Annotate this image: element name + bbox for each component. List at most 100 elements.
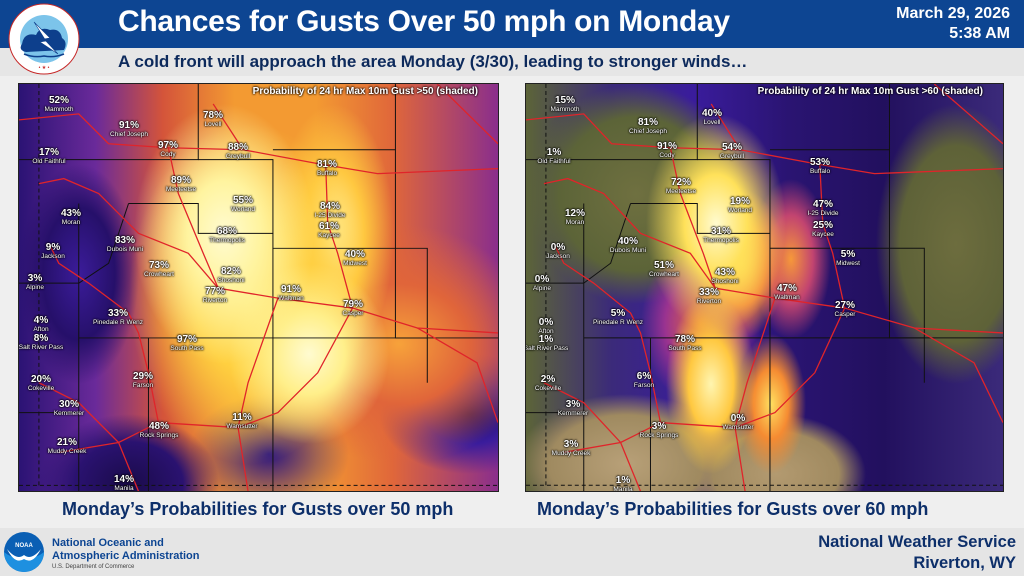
station-probability: 48%: [148, 421, 169, 432]
caption-gust-50mph: Monday’s Probabilities for Gusts over 50…: [62, 499, 454, 519]
station-label: 91% Chief Joseph: [110, 121, 148, 139]
station-label: 43% Shoshoni: [711, 268, 738, 286]
station-label: 21% Muddy Creek: [48, 438, 87, 456]
station-label: 40% Lovell: [702, 109, 722, 127]
station-name: South Pass: [170, 345, 204, 352]
station-probability: 4%: [33, 315, 49, 326]
station-probability: 0%: [534, 274, 550, 285]
station-label: 3% Rock Springs: [640, 422, 679, 440]
station-probability: 30%: [58, 399, 79, 410]
station-name: Old Faithful: [32, 158, 66, 165]
station-name: Manila: [114, 485, 134, 492]
station-probability: 5%: [840, 249, 856, 260]
station-name: Mammoth: [550, 106, 580, 113]
station-probability: 33%: [107, 308, 129, 319]
station-label: 97% Cody: [158, 141, 178, 159]
station-name: Cody: [160, 151, 176, 158]
station-name: Shoshoni: [711, 278, 739, 285]
station-name: Dubois Muni: [609, 247, 647, 254]
station-label: 47% Waltman: [774, 284, 799, 302]
station-label: 8% Salt River Pass: [19, 334, 63, 352]
station-name: Buffalo: [316, 170, 338, 177]
station-label: 30% Kemmerer: [54, 400, 84, 418]
station-name: Kemmerer: [557, 410, 589, 417]
issued-time: 5:38 AM: [949, 25, 1010, 42]
station-probability: 11%: [232, 412, 252, 423]
station-label: 6% Farson: [634, 372, 654, 390]
station-name: Greybull: [225, 153, 251, 160]
station-name: Thermopolis: [703, 237, 739, 244]
station-label: 55% Worland: [231, 196, 255, 214]
station-name: Waltman: [278, 295, 304, 302]
station-probability: 1%: [615, 475, 631, 486]
station-name: Waltman: [774, 294, 800, 301]
office-name: National Weather Service Riverton, WY: [818, 532, 1016, 574]
station-label: 78% South Pass: [668, 335, 701, 353]
station-label: 1% Manila: [613, 476, 632, 492]
station-name: Lovell: [204, 121, 222, 128]
station-label: 19% Worland: [728, 197, 752, 215]
station-probability: 89%: [170, 175, 192, 186]
station-probability: 19%: [729, 196, 750, 207]
station-label: 84% I-25 Divide: [314, 202, 345, 220]
station-probability: 81%: [316, 159, 337, 170]
station-name: Thermopolis: [209, 237, 245, 244]
station-probability: 12%: [564, 208, 586, 219]
station-probability: 91%: [118, 120, 140, 131]
header-bar: [0, 0, 1024, 48]
noaa-name-line2: Atmospheric Administration: [52, 550, 200, 562]
station-name: Riverton: [202, 297, 228, 304]
station-probability: 97%: [176, 334, 197, 345]
station-label: 81% Buffalo: [317, 160, 337, 178]
station-probability: 84%: [319, 201, 341, 212]
noaa-department: U.S. Department of Commerce: [52, 564, 135, 570]
station-label: 81% Chief Joseph: [629, 118, 667, 136]
station-name: Crowheart: [649, 271, 679, 278]
station-probability: 79%: [342, 299, 363, 310]
station-label: 78% Lovell: [203, 111, 223, 129]
station-label: 52% Mammoth: [45, 96, 74, 114]
station-label: 82% Shoshoni: [217, 267, 244, 285]
station-label: 33% Riverton: [697, 288, 721, 306]
station-probability: 8%: [33, 333, 49, 344]
station-probability: 78%: [674, 334, 695, 345]
station-label: 0% Alpine: [533, 275, 551, 293]
station-name: South Pass: [668, 345, 702, 352]
station-name: Alpine: [25, 284, 45, 291]
station-name: Alpine: [532, 285, 552, 292]
map-gust-60mph: Probability of 24 hr Max 10m Gust >60 (s…: [525, 83, 1004, 492]
station-label: 27% Casper: [835, 301, 856, 319]
station-name: Moran: [565, 219, 585, 226]
footer-bar: [0, 528, 1024, 576]
station-probability: 77%: [204, 286, 225, 297]
station-label: 73% Crowheart: [144, 261, 174, 279]
station-probability: 97%: [157, 140, 179, 151]
station-label: 1% Salt River Pass: [526, 335, 568, 353]
station-label: 54% Greybull: [720, 143, 744, 161]
station-probability: 29%: [132, 371, 154, 382]
nws-logo-icon: • ★ •: [8, 3, 80, 75]
station-label: 89% Meeteetse: [166, 176, 196, 194]
station-label: 97% South Pass: [170, 335, 203, 353]
station-label: 15% Mammoth: [551, 96, 580, 114]
station-name: Chief Joseph: [110, 131, 148, 138]
station-name: Farson: [633, 382, 655, 389]
office-line1: National Weather Service: [818, 533, 1016, 551]
station-label: 47% I-25 Divide: [807, 200, 838, 218]
station-label: 79% Casper: [343, 300, 364, 318]
issued-datetime: March 29, 2026 5:38 AM: [896, 4, 1010, 44]
station-label: 53% Buffalo: [810, 158, 830, 176]
station-label: 31% Thermopolis: [703, 227, 739, 245]
station-probability: 40%: [344, 249, 365, 260]
map-boundaries-roads: [526, 84, 1003, 491]
svg-text:NOAA: NOAA: [15, 543, 33, 549]
station-label: 29% Farson: [133, 372, 153, 390]
map-legend: Probability of 24 hr Max 10m Gust >60 (s…: [757, 86, 983, 97]
station-label: 61% Kaycee: [318, 222, 340, 240]
station-label: 0% Jackson: [546, 243, 570, 261]
station-name: Crowheart: [144, 271, 174, 278]
station-name: I-25 Divide: [314, 212, 346, 219]
station-name: Rock Springs: [639, 432, 679, 439]
station-name: Kaycee: [812, 231, 834, 238]
station-probability: 31%: [710, 226, 732, 237]
